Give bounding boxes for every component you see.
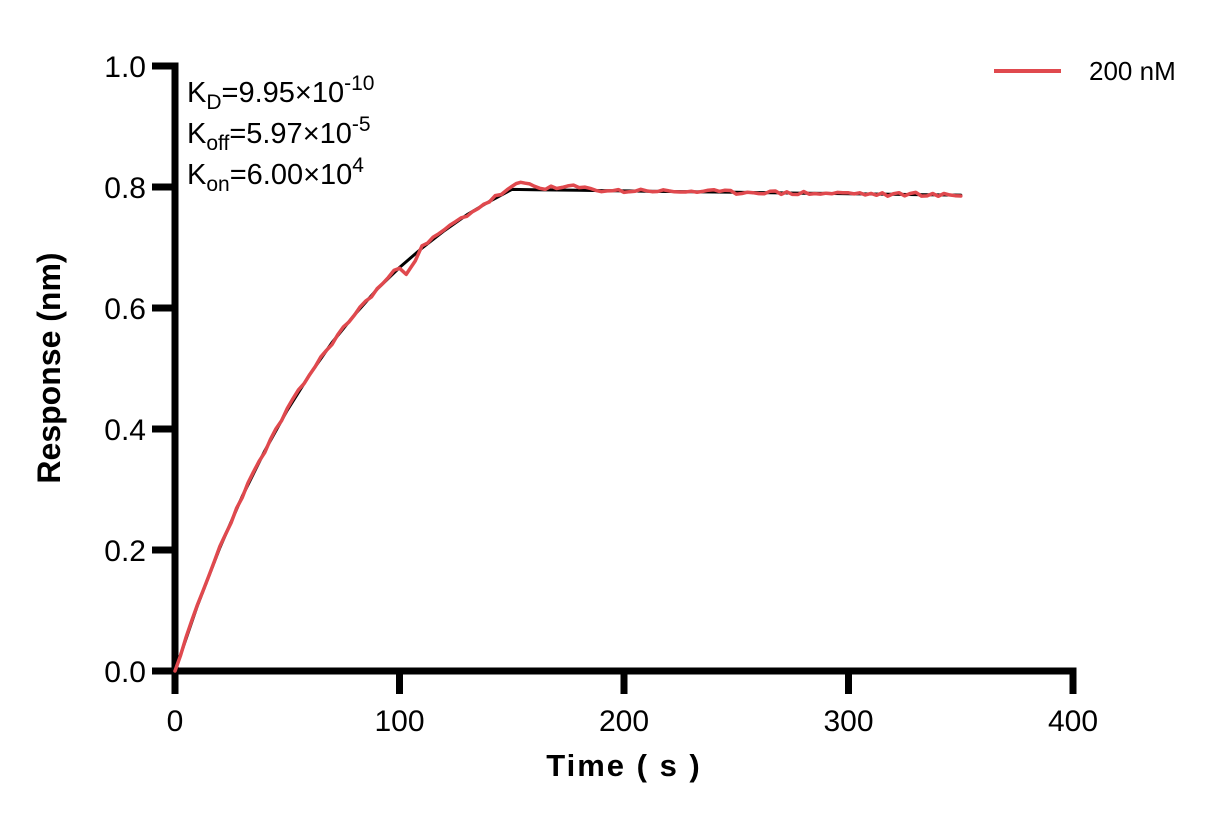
y-axis-title: Response (nm) [31,252,67,483]
legend: 200 nM [994,56,1176,86]
x-tick-label: 400 [1048,705,1098,738]
x-tick-label: 200 [599,705,649,738]
series-200-nm [173,180,963,673]
x-axis-tick-labels: 0 100 200 300 400 [167,705,1098,738]
x-tick-label: 300 [823,705,873,738]
y-tick-label: 0.8 [104,172,146,205]
series-lines [173,180,963,673]
x-axis-title: Time ( s ) [546,748,702,783]
y-tick-label: 0.4 [104,414,146,447]
y-axis-tick-labels: 0.0 0.2 0.4 0.6 0.8 1.0 [104,51,146,689]
annotation-koff: Koff=5.97×10-5 [187,113,371,155]
axes [171,62,1077,675]
series-fit [173,187,963,673]
y-tick-label: 0.6 [104,293,146,326]
legend-label: 200 nM [1089,56,1176,86]
x-tick-label: 0 [167,705,184,738]
y-tick-label: 1.0 [104,51,146,84]
y-tick-label: 0.2 [104,535,146,568]
x-axis-ticks [171,671,1077,694]
annotation-kon: Kon=6.00×104 [187,154,364,196]
annotation-kd: KD=9.95×10-10 [187,72,374,114]
y-tick-label: 0.0 [104,656,146,689]
x-tick-label: 100 [374,705,424,738]
y-axis-ticks [152,62,175,675]
